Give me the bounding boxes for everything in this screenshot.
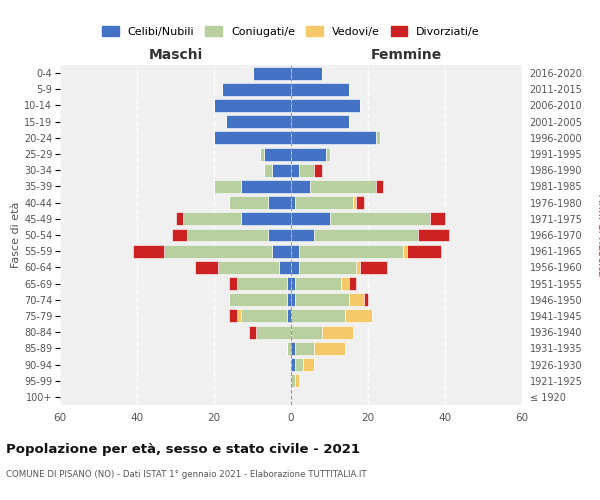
Bar (291, 132, 376, 144)
Bar (260, 148, 264, 160)
Text: Femmine: Femmine (371, 48, 442, 62)
Bar (314, 228, 418, 241)
Bar (360, 261, 387, 274)
Text: Popolazione per età, sesso e stato civile - 2021: Popolazione per età, sesso e stato civil… (6, 442, 360, 456)
Bar (403, 244, 407, 258)
Bar (295, 196, 353, 209)
Bar (287, 310, 291, 322)
Bar (291, 244, 299, 258)
Bar (291, 115, 349, 128)
Bar (248, 326, 256, 338)
Bar (222, 83, 291, 96)
Bar (291, 99, 360, 112)
Bar (349, 277, 356, 290)
Bar (291, 342, 295, 355)
Bar (272, 244, 291, 258)
Bar (241, 212, 291, 226)
Bar (291, 277, 295, 290)
Bar (291, 228, 314, 241)
Bar (299, 261, 356, 274)
Bar (326, 148, 329, 160)
Bar (256, 326, 291, 338)
Bar (295, 358, 302, 371)
Bar (183, 212, 241, 226)
Bar (195, 261, 218, 274)
Bar (430, 212, 445, 226)
Bar (291, 66, 322, 80)
Bar (356, 261, 360, 274)
Bar (291, 196, 295, 209)
Bar (229, 310, 237, 322)
Bar (341, 277, 349, 290)
Bar (322, 326, 353, 338)
Bar (291, 358, 295, 371)
Bar (214, 180, 241, 193)
Legend: Celibi/Nubili, Coniugati/e, Vedovi/e, Divorziati/e: Celibi/Nubili, Coniugati/e, Vedovi/e, Di… (99, 23, 483, 40)
Bar (295, 342, 314, 355)
Bar (376, 180, 383, 193)
Bar (291, 294, 295, 306)
Bar (295, 294, 349, 306)
Bar (353, 196, 356, 209)
Bar (291, 374, 295, 387)
Y-axis label: Fasce di età: Fasce di età (11, 202, 21, 268)
Bar (268, 228, 291, 241)
Bar (187, 228, 268, 241)
Bar (302, 358, 314, 371)
Bar (287, 342, 291, 355)
Bar (329, 212, 430, 226)
Bar (349, 294, 364, 306)
Bar (272, 164, 291, 176)
Bar (253, 66, 291, 80)
Bar (291, 148, 326, 160)
Bar (299, 164, 314, 176)
Bar (229, 294, 287, 306)
Bar (237, 277, 287, 290)
Bar (291, 310, 345, 322)
Bar (345, 310, 372, 322)
Bar (291, 326, 322, 338)
Bar (287, 294, 291, 306)
Bar (407, 244, 441, 258)
Bar (295, 277, 341, 290)
Bar (291, 83, 349, 96)
Bar (314, 342, 345, 355)
Bar (176, 212, 183, 226)
Bar (299, 244, 403, 258)
Bar (172, 228, 187, 241)
Bar (291, 164, 299, 176)
Bar (264, 164, 272, 176)
Bar (164, 244, 272, 258)
Bar (364, 294, 368, 306)
Bar (418, 228, 449, 241)
Text: Maschi: Maschi (148, 48, 203, 62)
Bar (291, 261, 299, 274)
Bar (295, 374, 299, 387)
Text: COMUNE DI PISANO (NO) - Dati ISTAT 1° gennaio 2021 - Elaborazione TUTTITALIA.IT: COMUNE DI PISANO (NO) - Dati ISTAT 1° ge… (6, 470, 367, 479)
Bar (310, 180, 376, 193)
Bar (268, 196, 291, 209)
Bar (241, 310, 287, 322)
Bar (226, 115, 291, 128)
Bar (287, 277, 291, 290)
Bar (229, 277, 237, 290)
Bar (133, 244, 164, 258)
Bar (237, 310, 241, 322)
Bar (356, 196, 364, 209)
Bar (214, 132, 291, 144)
Bar (229, 196, 268, 209)
Bar (264, 148, 291, 160)
Bar (241, 180, 291, 193)
Bar (314, 164, 322, 176)
Bar (291, 212, 329, 226)
Bar (218, 261, 280, 274)
Bar (280, 261, 291, 274)
Bar (376, 132, 380, 144)
Bar (291, 180, 310, 193)
Bar (214, 99, 291, 112)
Y-axis label: Anni di nascita: Anni di nascita (596, 194, 600, 276)
